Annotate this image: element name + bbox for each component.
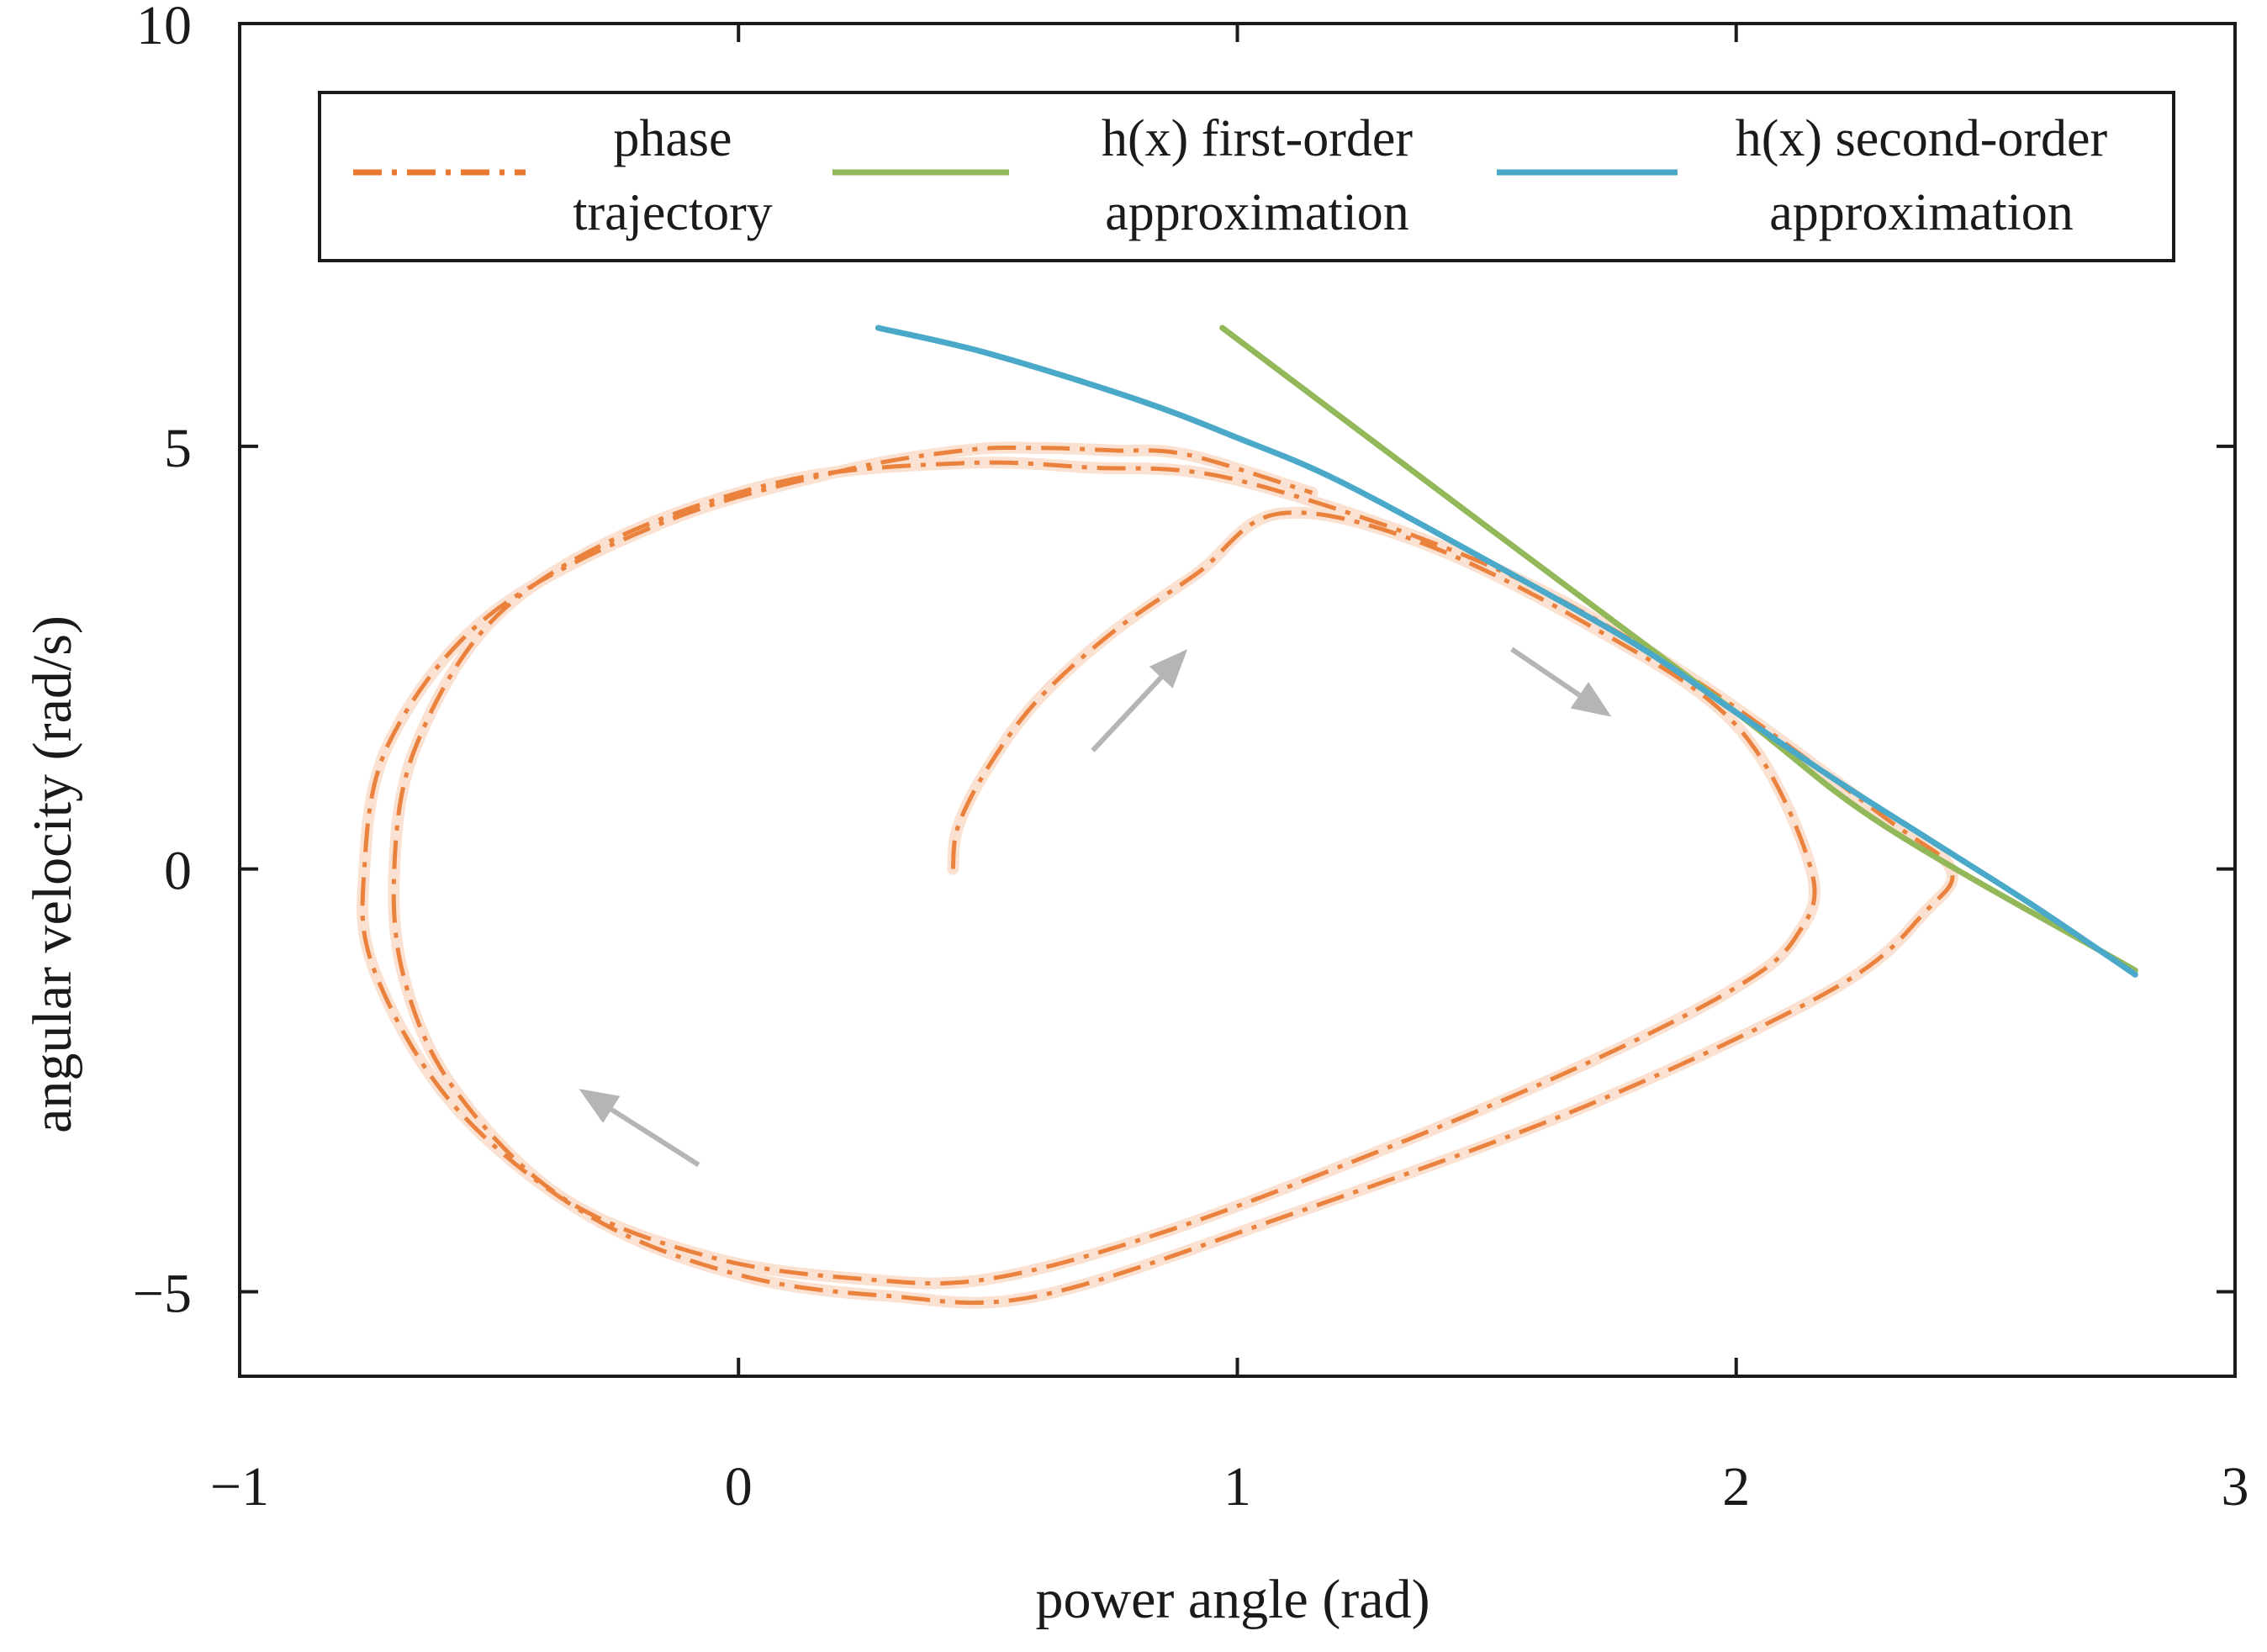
direction-arrow-2-shaft [1510, 647, 1582, 698]
legend-label-3-line-1: h(x) second-order [1736, 110, 2108, 167]
x-axis-title: power angle (rad) [1035, 1569, 1429, 1630]
trajectory-layer [357, 441, 1958, 1309]
y-axis-title: angular velocity (rad/s) [22, 615, 83, 1133]
y-tick-label: 5 [164, 418, 192, 479]
y-tick-label: −5 [133, 1263, 192, 1324]
approximation-lines-layer [875, 325, 2138, 978]
phase-trajectory-line [360, 446, 1955, 1306]
y-tick-label: 0 [164, 841, 192, 902]
x-tick-label: 1 [1223, 1456, 1251, 1517]
direction-arrow-3-head [579, 1089, 621, 1123]
second-order-approximation-line [875, 325, 2138, 978]
direction-arrow-3-shaft [610, 1107, 700, 1168]
legend-label-2-line-2: approximation [1105, 184, 1409, 241]
axes: −1 0 1 2 3 −5 0 5 10 [133, 0, 2249, 1517]
direction-arrow-1-head [1149, 649, 1188, 689]
x-tick-label: −1 [210, 1456, 269, 1517]
legend-label-1-line-1: phase [613, 110, 732, 167]
x-tick-label: 0 [725, 1456, 753, 1517]
legend-label-3-line-2: approximation [1769, 184, 2074, 241]
direction-arrow-1-shaft [1091, 675, 1163, 752]
legend-label-2-line-1: h(x) first-order [1102, 110, 1413, 167]
direction-arrow-2-head [1570, 682, 1612, 717]
legend: phase trajectory h(x) first-order approxima… [318, 91, 2175, 262]
first-order-approximation-line [1219, 325, 2138, 974]
phase-trajectory-halo [357, 441, 1958, 1309]
legend-box [318, 91, 2175, 262]
x-tick-label: 2 [1722, 1456, 1750, 1517]
legend-label-1-line-2: trajectory [573, 184, 773, 241]
direction-arrows-layer [579, 647, 1612, 1168]
x-tick-label: 3 [2222, 1456, 2249, 1517]
y-tick-label: 10 [136, 0, 192, 56]
